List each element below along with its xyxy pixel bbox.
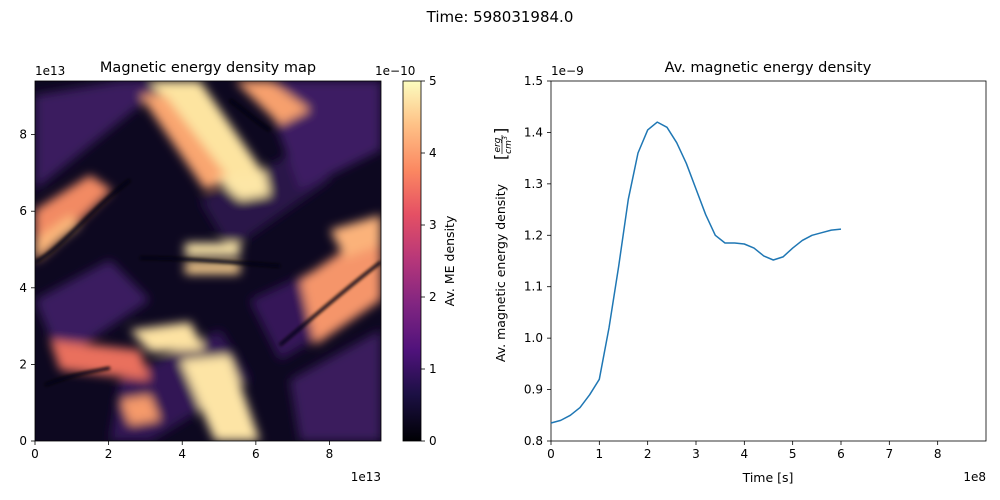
heatmap-x-tick-label: 8 <box>326 447 334 461</box>
line-x-tick-label: 8 <box>934 447 942 461</box>
heatmap-title: Magnetic energy density map <box>100 60 316 76</box>
line-x-tick-label: 1 <box>596 447 604 461</box>
ylabel-unit-numerator: erg <box>493 137 503 152</box>
series-line <box>550 121 842 424</box>
line-chart-ylabel-group: Av. magnetic energy density [ erg cm 3 ] <box>491 128 514 362</box>
colorbar-gradient <box>402 80 422 442</box>
line-x-tick-label: 4 <box>741 447 749 461</box>
line-y-tick-label: 1.4 <box>524 125 543 139</box>
svg-text:[: [ <box>491 154 510 160</box>
heatmap-x-tick-label: 0 <box>31 447 39 461</box>
line-x-tick-label: 5 <box>789 447 797 461</box>
colorbar-label: Av. ME density <box>442 215 457 306</box>
colorbar-tick-label: 1 <box>429 362 437 376</box>
heatmap-y-tick-label: 8 <box>19 128 27 142</box>
colorbar-tick-label: 2 <box>429 290 437 304</box>
line-chart-x-multiplier: 1e8 <box>963 470 986 484</box>
heatmap-x-multiplier: 1e13 <box>351 470 381 484</box>
figure-suptitle: Time: 598031984.0 <box>426 8 574 26</box>
line-x-tick-label: 3 <box>692 447 700 461</box>
line-x-tick-label: 0 <box>547 447 555 461</box>
colorbar-tick-label: 3 <box>429 218 437 232</box>
line-x-tick-label: 2 <box>644 447 652 461</box>
colorbar-tick-label: 5 <box>429 74 437 88</box>
heatmap-x-tick-label: 4 <box>178 447 186 461</box>
line-chart-frame <box>550 80 987 442</box>
line-y-tick-label: 1.1 <box>524 280 543 294</box>
line-panel: Av. magnetic energy density 0 1 2 3 4 5 6 7 8 0.8… <box>491 60 987 485</box>
colorbar-tick-label: 0 <box>429 434 437 448</box>
ylabel-unit-exponent: 3 <box>502 136 509 140</box>
ylabel-unit-denominator: cm <box>504 140 514 154</box>
heatmap-y-tick-label: 6 <box>19 204 27 218</box>
line-x-tick-label: 6 <box>837 447 845 461</box>
line-y-tick-label: 1.2 <box>524 228 543 242</box>
heatmap-y-tick-label: 4 <box>19 281 27 295</box>
colorbar-multiplier: 1e−10 <box>375 64 415 78</box>
heatmap-y-multiplier: 1e13 <box>35 64 65 78</box>
heatmap-frame <box>34 80 382 442</box>
line-y-tick-label: 0.9 <box>524 383 543 397</box>
heatmap-panel: Magnetic energy density map <box>19 60 382 484</box>
colorbar-tick-label: 4 <box>429 146 437 160</box>
heatmap-y-tick-label: 2 <box>19 357 27 371</box>
heatmap-x-tick-label: 2 <box>105 447 113 461</box>
line-chart-xlabel: Time [s] <box>742 470 794 485</box>
line-x-tick-label: 7 <box>886 447 894 461</box>
colorbar: 0 1 2 3 4 5 1e−10 Av. ME density <box>375 64 457 448</box>
heatmap-y-tick-label: 0 <box>19 434 27 448</box>
svg-text:]: ] <box>491 128 510 134</box>
line-chart-title: Av. magnetic energy density <box>665 60 872 76</box>
heatmap-image <box>35 81 381 441</box>
line-chart-y-multiplier: 1e−9 <box>551 64 584 78</box>
ylabel-unit-fraction: [ erg cm 3 ] <box>491 128 514 160</box>
line-y-tick-label: 1.5 <box>524 74 543 88</box>
line-y-tick-label: 0.8 <box>524 434 543 448</box>
line-chart-ylabel: Av. magnetic energy density <box>493 183 508 362</box>
line-y-tick-label: 1.0 <box>524 331 543 345</box>
line-y-tick-label: 1.3 <box>524 177 543 191</box>
heatmap-x-tick-label: 6 <box>252 447 260 461</box>
